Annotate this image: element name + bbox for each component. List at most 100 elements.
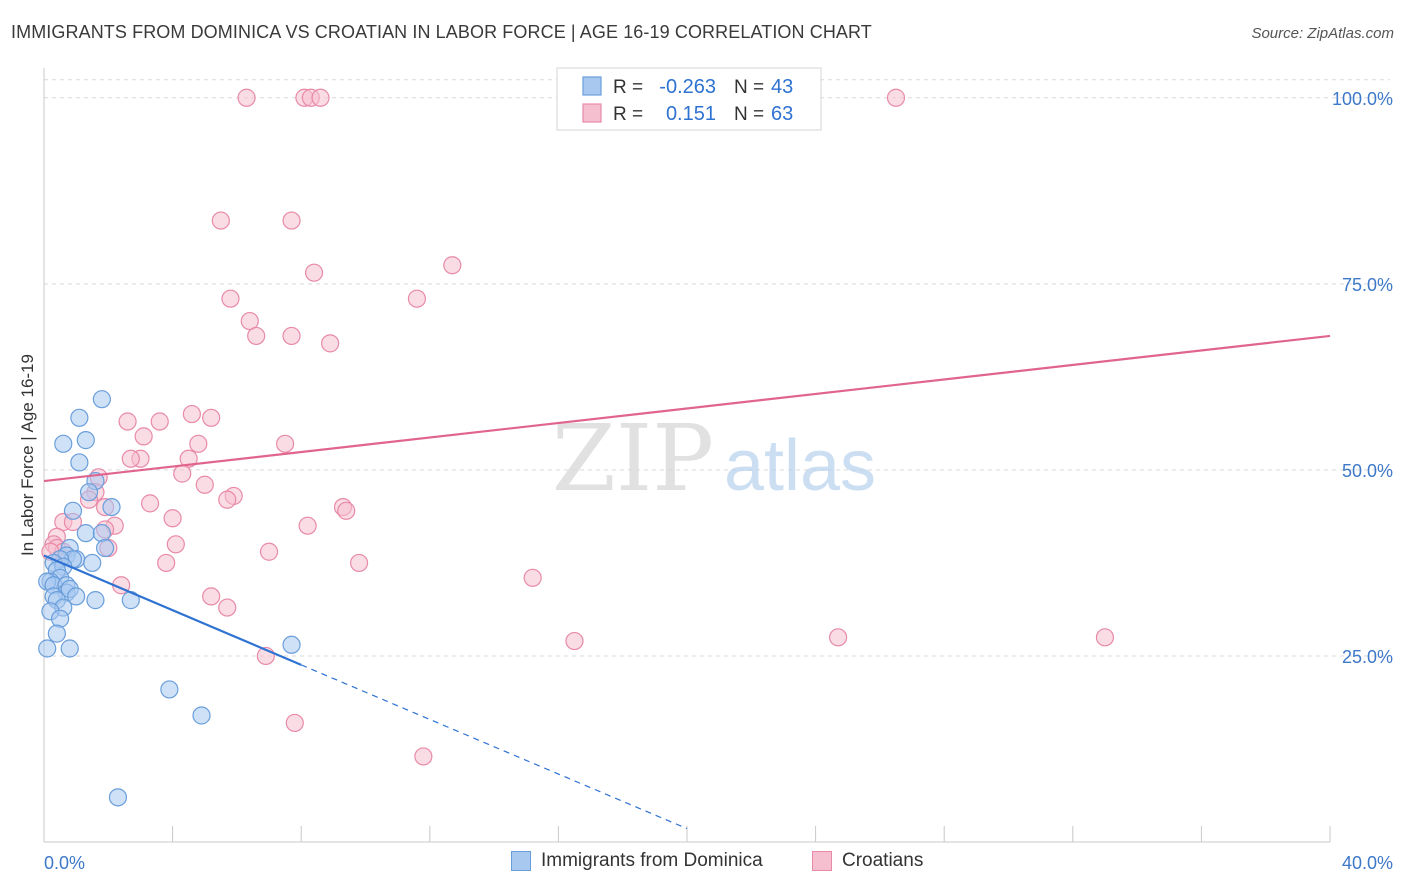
point-croatians [282, 326, 301, 346]
point-dominica [79, 483, 99, 502]
point-croatians [166, 535, 185, 554]
legend-item-dominica: Immigrants from Dominica [511, 850, 763, 872]
y-tick-label: 25.0% [1342, 647, 1393, 667]
point-croatians [118, 412, 137, 431]
y-tick-label: 50.0% [1342, 461, 1393, 481]
trendline-croatians [43, 334, 1331, 483]
point-croatians [163, 509, 182, 528]
point-croatians [134, 427, 153, 446]
point-croatians [565, 631, 584, 651]
point-croatians [202, 408, 221, 427]
watermark: ZIP atlas [552, 405, 876, 512]
point-croatians [349, 553, 369, 573]
point-croatians [298, 516, 317, 535]
point-croatians [221, 289, 240, 308]
stats-r-label-pink: R = [613, 104, 643, 125]
point-dominica [38, 639, 57, 658]
stats-n-value-pink: 63 [771, 103, 793, 125]
point-croatians [337, 501, 356, 520]
stats-r-label-blue: R = [613, 77, 643, 98]
point-dominica [83, 553, 102, 573]
point-croatians [523, 568, 542, 587]
point-dominica [47, 624, 66, 643]
point-dominica [108, 788, 128, 807]
point-croatians [157, 553, 176, 573]
bottom-legend: Immigrants from Dominica Croatians [0, 850, 1406, 880]
point-croatians [189, 434, 208, 453]
point-croatians [173, 464, 192, 483]
y-tick-label: 100.0% [1332, 89, 1393, 109]
point-croatians [218, 490, 237, 509]
x-tick-label: 40.0% [1342, 853, 1393, 873]
point-dominica [95, 538, 115, 558]
point-dominica [92, 524, 111, 543]
point-croatians [311, 88, 330, 107]
point-croatians [414, 747, 433, 766]
point-croatians [121, 449, 140, 468]
y-axis-label-group: In Labor Force | Age 16-19 [18, 354, 37, 556]
point-dominica [92, 390, 111, 409]
point-croatians [282, 211, 301, 230]
point-croatians [211, 211, 230, 230]
stats-legend-swatch-pink [582, 103, 602, 123]
point-dominica [60, 639, 79, 658]
stats-legend-swatch-blue [582, 76, 602, 96]
point-croatians [150, 412, 169, 431]
point-croatians [276, 434, 295, 453]
point-croatians [886, 88, 906, 107]
legend-label-dominica: Immigrants from Dominica [541, 850, 763, 871]
point-croatians [1095, 628, 1115, 647]
point-croatians [202, 587, 221, 606]
point-croatians [407, 289, 427, 308]
point-croatians [140, 494, 160, 513]
point-croatians [321, 334, 340, 353]
legend-swatch-blue [511, 851, 531, 871]
series-blue-points [38, 390, 301, 807]
y-tick-label: 75.0% [1342, 275, 1393, 295]
point-dominica [63, 501, 83, 520]
point-dominica [86, 591, 105, 610]
gridlines [44, 79, 1390, 657]
point-dominica [70, 408, 89, 427]
chart-title: IMMIGRANTS FROM DOMINICA VS CROATIAN IN … [11, 22, 872, 42]
point-dominica [50, 609, 70, 628]
point-dominica [76, 524, 95, 543]
point-dominica [70, 453, 89, 472]
stats-legend: R = -0.263 N = 43 R = 0.151 N = 63 [556, 67, 822, 131]
trendline-dominica-extension [300, 664, 688, 830]
point-croatians [237, 88, 256, 107]
watermark-atlas: atlas [724, 426, 876, 506]
point-dominica [192, 706, 211, 725]
legend-item-croatians: Croatians [812, 850, 923, 872]
trendline-dominica [43, 554, 302, 666]
y-axis-label: In Labor Force | Age 16-19 [18, 354, 37, 556]
point-croatians [304, 263, 324, 282]
x-tick-label: 0.0% [44, 853, 85, 873]
legend-swatch-pink [812, 851, 832, 871]
point-dominica [67, 587, 86, 606]
axes [43, 68, 1331, 843]
point-croatians [443, 256, 462, 275]
stats-r-value-pink: 0.151 [666, 103, 716, 125]
point-dominica [282, 635, 301, 654]
tick-labels: 25.0% 50.0% 75.0% 100.0% 0.0% 40.0% [44, 89, 1393, 873]
point-croatians [218, 598, 237, 617]
point-dominica [54, 434, 73, 453]
stats-n-label-pink: N = [734, 104, 764, 125]
point-dominica [102, 497, 121, 517]
point-croatians [829, 628, 848, 647]
point-dominica [160, 680, 179, 699]
point-croatians [195, 475, 214, 494]
trend-lines [43, 334, 1331, 830]
point-croatians [247, 326, 266, 346]
legend-label-croatians: Croatians [842, 850, 924, 871]
stats-n-value-blue: 43 [771, 76, 793, 98]
point-dominica [76, 431, 95, 450]
stats-r-value-blue: -0.263 [659, 76, 716, 98]
point-croatians [182, 404, 201, 424]
watermark-zip: ZIP [552, 405, 714, 512]
point-croatians [285, 713, 304, 733]
source-credit: Source: ZipAtlas.com [1251, 25, 1394, 42]
stats-n-label-blue: N = [734, 77, 764, 98]
